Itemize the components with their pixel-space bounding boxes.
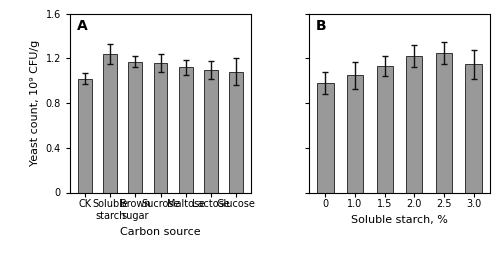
Bar bbox=[406, 56, 422, 192]
Bar bbox=[104, 54, 117, 192]
Bar bbox=[154, 63, 168, 192]
Bar bbox=[229, 72, 243, 192]
Bar bbox=[317, 83, 334, 192]
X-axis label: Carbon source: Carbon source bbox=[120, 227, 201, 236]
Bar bbox=[376, 66, 393, 192]
Text: B: B bbox=[316, 19, 327, 33]
Y-axis label: Yeast count, 10⁹ CFU/g: Yeast count, 10⁹ CFU/g bbox=[30, 40, 40, 166]
X-axis label: Soluble starch, %: Soluble starch, % bbox=[351, 215, 448, 225]
Bar bbox=[178, 67, 192, 192]
Bar bbox=[347, 75, 363, 192]
Bar bbox=[128, 62, 142, 192]
Bar bbox=[78, 79, 92, 192]
Text: A: A bbox=[77, 19, 88, 33]
Bar bbox=[466, 64, 482, 192]
Bar bbox=[436, 53, 452, 192]
Bar bbox=[204, 70, 218, 192]
